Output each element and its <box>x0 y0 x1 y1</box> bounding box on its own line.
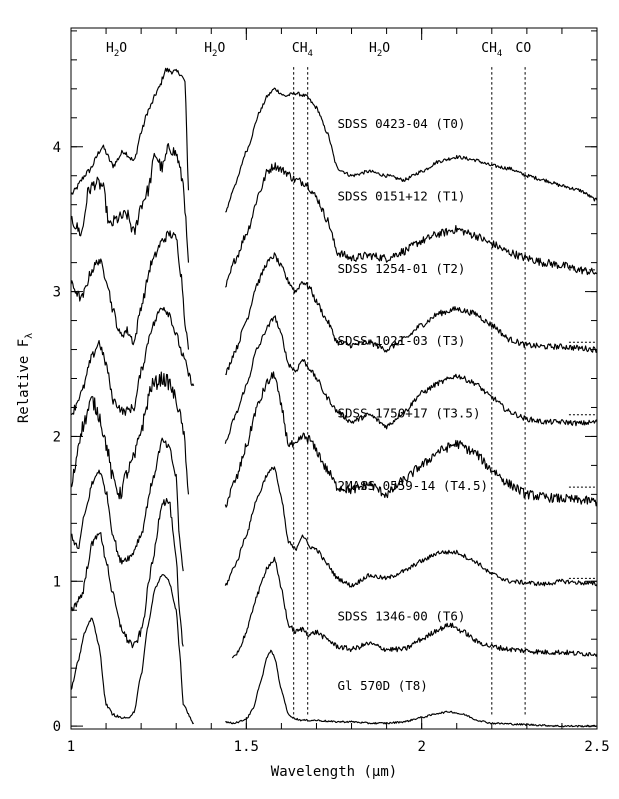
series-label: 2MASS 0559-14 (T4.5) <box>338 478 489 493</box>
series-label: SDSS 1346-00 (T6) <box>338 608 466 623</box>
spectrum-hk-segment <box>231 556 598 659</box>
y-axis-title-sub: λ <box>24 333 35 339</box>
spectrum-j-segment <box>70 574 194 725</box>
spectra-series <box>70 67 598 728</box>
series-label: SDSS 1750+17 (T3.5) <box>338 406 481 421</box>
spectrum-hk-segment <box>224 466 598 588</box>
band-label-main: CH <box>481 41 497 56</box>
spectrum-j-segment <box>70 143 190 263</box>
x-tick-label: 2.5 <box>584 739 609 755</box>
band-label-main: CH <box>292 41 308 56</box>
spectrum-hk-segment <box>224 162 598 288</box>
plot-frame <box>70 27 598 730</box>
band-label: CO <box>516 41 532 56</box>
band-label: CH4 <box>481 41 502 59</box>
band-label-main: CO <box>516 41 532 56</box>
series-label: SDSS 0151+12 (T1) <box>338 188 466 203</box>
band-label-main: H <box>106 41 114 56</box>
spectrum-j-segment <box>70 230 190 350</box>
band-label: CH4 <box>292 41 313 59</box>
band-label-rest: O <box>217 41 225 56</box>
x-tick-label: 1.5 <box>234 739 259 755</box>
spectrum-hk-segment <box>225 252 598 376</box>
y-tick-label: 1 <box>53 574 61 590</box>
series-label: SDSS 1254-01 (T2) <box>338 261 466 276</box>
band-label: H2O <box>204 41 225 59</box>
series-label: SDSS 0423-04 (T0) <box>338 116 466 131</box>
series-labels: SDSS 0423-04 (T0) SDSS 0151+12 (T1) SDSS 1… <box>338 116 489 693</box>
band-label-sub: 4 <box>308 49 313 59</box>
x-tick-label: 2 <box>417 739 425 755</box>
spectrum-hk-segment <box>224 371 598 508</box>
band-label-rest: O <box>382 41 390 56</box>
band-label-rest: O <box>119 41 127 56</box>
y-axis-title-main: Relative F <box>16 339 32 423</box>
y-tick-label: 0 <box>53 719 61 735</box>
band-label-sub: 2 <box>114 49 119 59</box>
spectrum-hk-segment <box>225 87 598 213</box>
y-axis-title: Relative Fλ <box>16 333 35 423</box>
band-label: H2O <box>369 41 390 59</box>
spectrum-hk-segment <box>225 649 598 728</box>
series-label: Gl 570D (T8) <box>338 678 428 693</box>
spectrum-j-segment <box>70 67 190 195</box>
spectrum-j-segment <box>70 306 195 416</box>
spectrum-j-segment <box>70 437 184 572</box>
band-label-sub: 2 <box>377 49 382 59</box>
band-label-main: H <box>204 41 212 56</box>
y-tick-label: 4 <box>53 140 61 156</box>
x-tick-label: 1 <box>67 739 75 755</box>
band-labels: H2O H2O CH4 H2O CH4 CO <box>106 41 531 59</box>
x-axis-title: Wavelength (μm) <box>271 764 397 780</box>
series-label: SDSS 1021-03 (T3) <box>338 333 466 348</box>
band-label-main: H <box>369 41 377 56</box>
spectrum-j-segment <box>70 371 190 500</box>
spectrum-j-segment <box>70 497 184 649</box>
spectrum-hk-segment <box>224 315 598 444</box>
y-tick-label: 2 <box>53 429 61 445</box>
y-tick-label: 3 <box>53 285 61 301</box>
band-label-sub: 4 <box>497 49 502 59</box>
band-label-sub: 2 <box>212 49 217 59</box>
band-label: H2O <box>106 41 127 59</box>
